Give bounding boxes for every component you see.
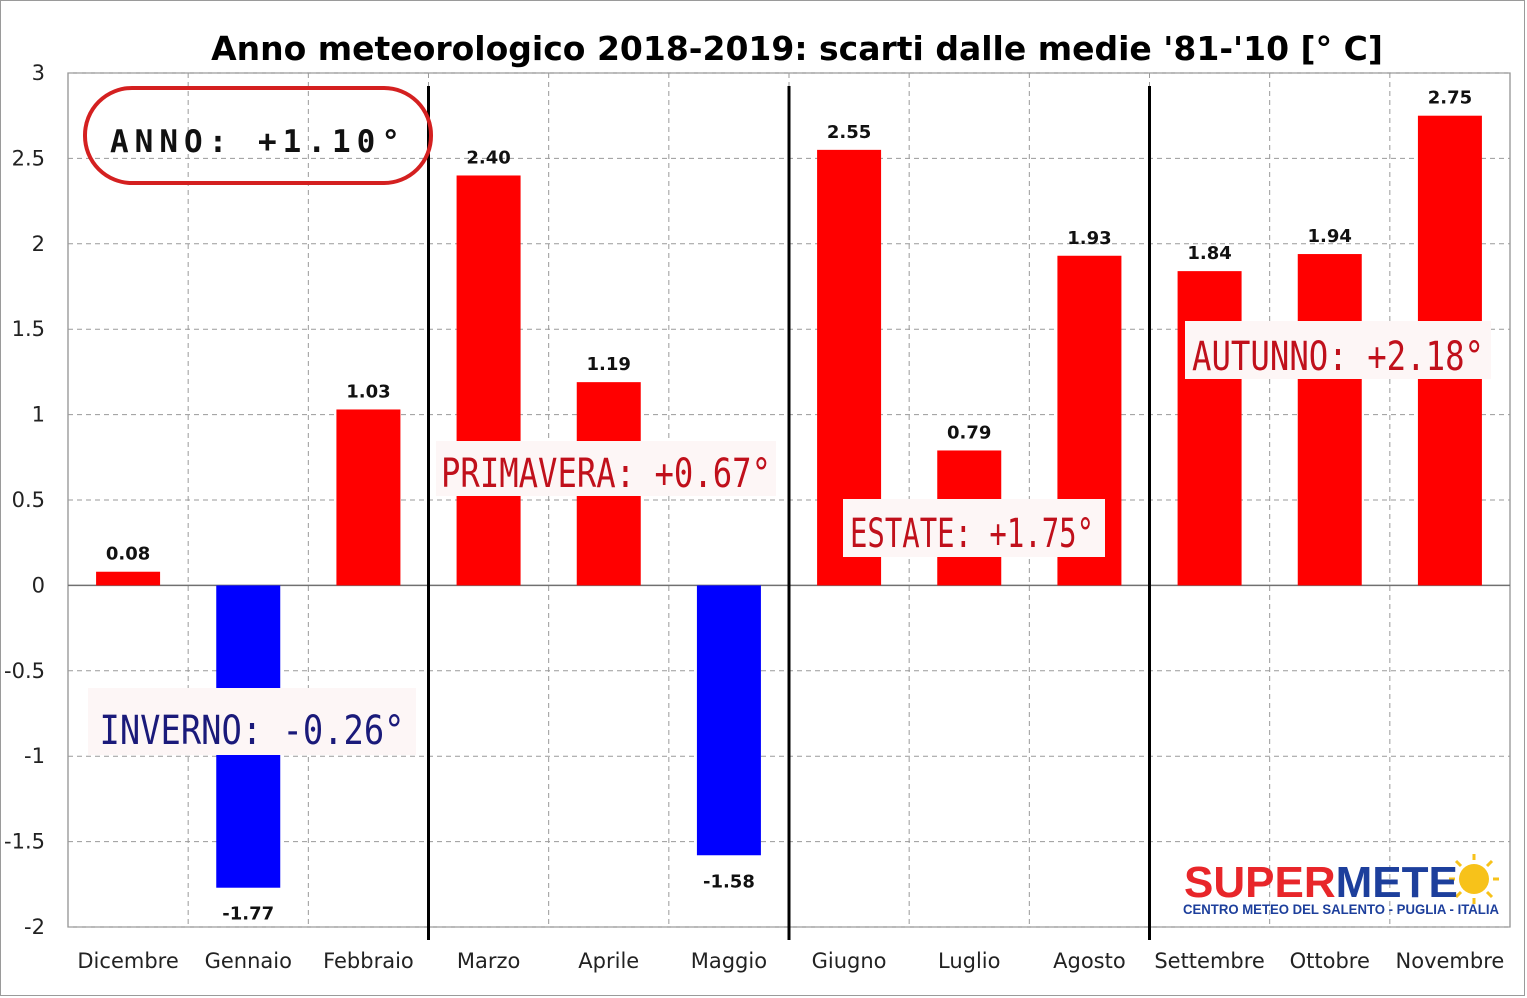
x-tick-label: Maggio [691,949,767,973]
anno-annotation: ANNO: +1.10° [110,124,406,160]
data-label: 1.84 [1187,243,1231,264]
sun-icon [1449,854,1499,904]
svg-text:SUPERMETE: SUPERMETE [1184,858,1458,907]
x-tick-labels: Dicembre Gennaio Febbraio Marzo Aprile Maggio… [77,949,1504,973]
bar-ottobre [1297,254,1362,586]
data-label: 1.19 [587,354,631,375]
data-label: 0.08 [106,544,150,565]
y-tick-label: -0.5 [4,659,45,683]
estate-annotation: ESTATE: +1.75° [850,511,1094,557]
y-tick-label: 2 [32,232,45,256]
x-tick-label: Ottobre [1290,949,1370,973]
data-label: -1.58 [703,871,755,892]
y-tick-label: -2 [24,915,45,939]
x-tick-label: Giugno [812,949,887,973]
bar-settembre [1177,271,1242,586]
bar-febbraio [336,409,401,586]
x-tick-label: Gennaio [205,949,292,973]
x-tick-label: Novembre [1396,949,1505,973]
y-tick-label: 2.5 [12,146,45,170]
data-label: 1.03 [346,381,390,402]
data-label: 1.94 [1308,226,1352,247]
y-tick-labels: 3 2.5 2 1.5 1 0.5 0 -0.5 -1 -1.5 -2 [4,61,45,939]
autunno-annotation: AUTUNNO: +2.18° [1192,334,1484,380]
data-label: 2.40 [466,147,510,168]
inverno-label-bg [88,688,416,755]
data-label: 0.79 [947,422,991,443]
data-label: 1.93 [1067,228,1111,249]
inverno-annotation: INVERNO: -0.26° [100,708,405,754]
logo-super: SUPER [1184,858,1336,907]
x-tick-label: Dicembre [77,949,178,973]
y-tick-label: 0 [32,573,45,597]
x-tick-label: Febbraio [323,949,414,973]
bar-marzo [456,175,521,586]
x-tick-label: Agosto [1053,949,1126,973]
season-dividers [427,86,1151,940]
bar-dicembre [96,571,161,586]
primavera-label-bg [436,441,776,496]
x-tick-label: Marzo [457,949,521,973]
x-tick-label: Luglio [938,949,1001,973]
y-tick-label: 0.5 [12,488,45,512]
chart-title: Anno meteorologico 2018-2019: scarti dal… [211,29,1383,68]
y-tick-label: 1.5 [12,317,45,341]
supermeteo-logo: SUPERMETE CENTRO METEO DEL SALENTO - PUG… [1183,854,1499,917]
data-label: 2.55 [827,122,871,143]
y-tick-label: 1 [32,403,45,427]
y-tick-label: -1 [24,744,45,768]
data-label: 2.75 [1428,88,1472,109]
y-tick-label: -1.5 [4,830,45,854]
x-tick-label: Settembre [1154,949,1265,973]
bar-maggio [696,585,761,856]
y-tick-label: 3 [32,61,45,85]
primavera-annotation: PRIMAVERA: +0.67° [441,451,771,497]
logo-meteo: METE [1336,858,1458,907]
data-labels: 0.08 -1.77 1.03 2.40 1.19 -1.58 2.55 0.79 1.93 1.… [106,88,1472,925]
logo-subtitle: CENTRO METEO DEL SALENTO - PUGLIA - ITAL… [1183,901,1499,917]
autunno-label-bg [1185,321,1491,379]
anno-ring [83,86,433,185]
estate-label-bg [843,499,1105,557]
x-tick-label: Aprile [578,949,639,973]
data-label: -1.77 [222,904,274,925]
